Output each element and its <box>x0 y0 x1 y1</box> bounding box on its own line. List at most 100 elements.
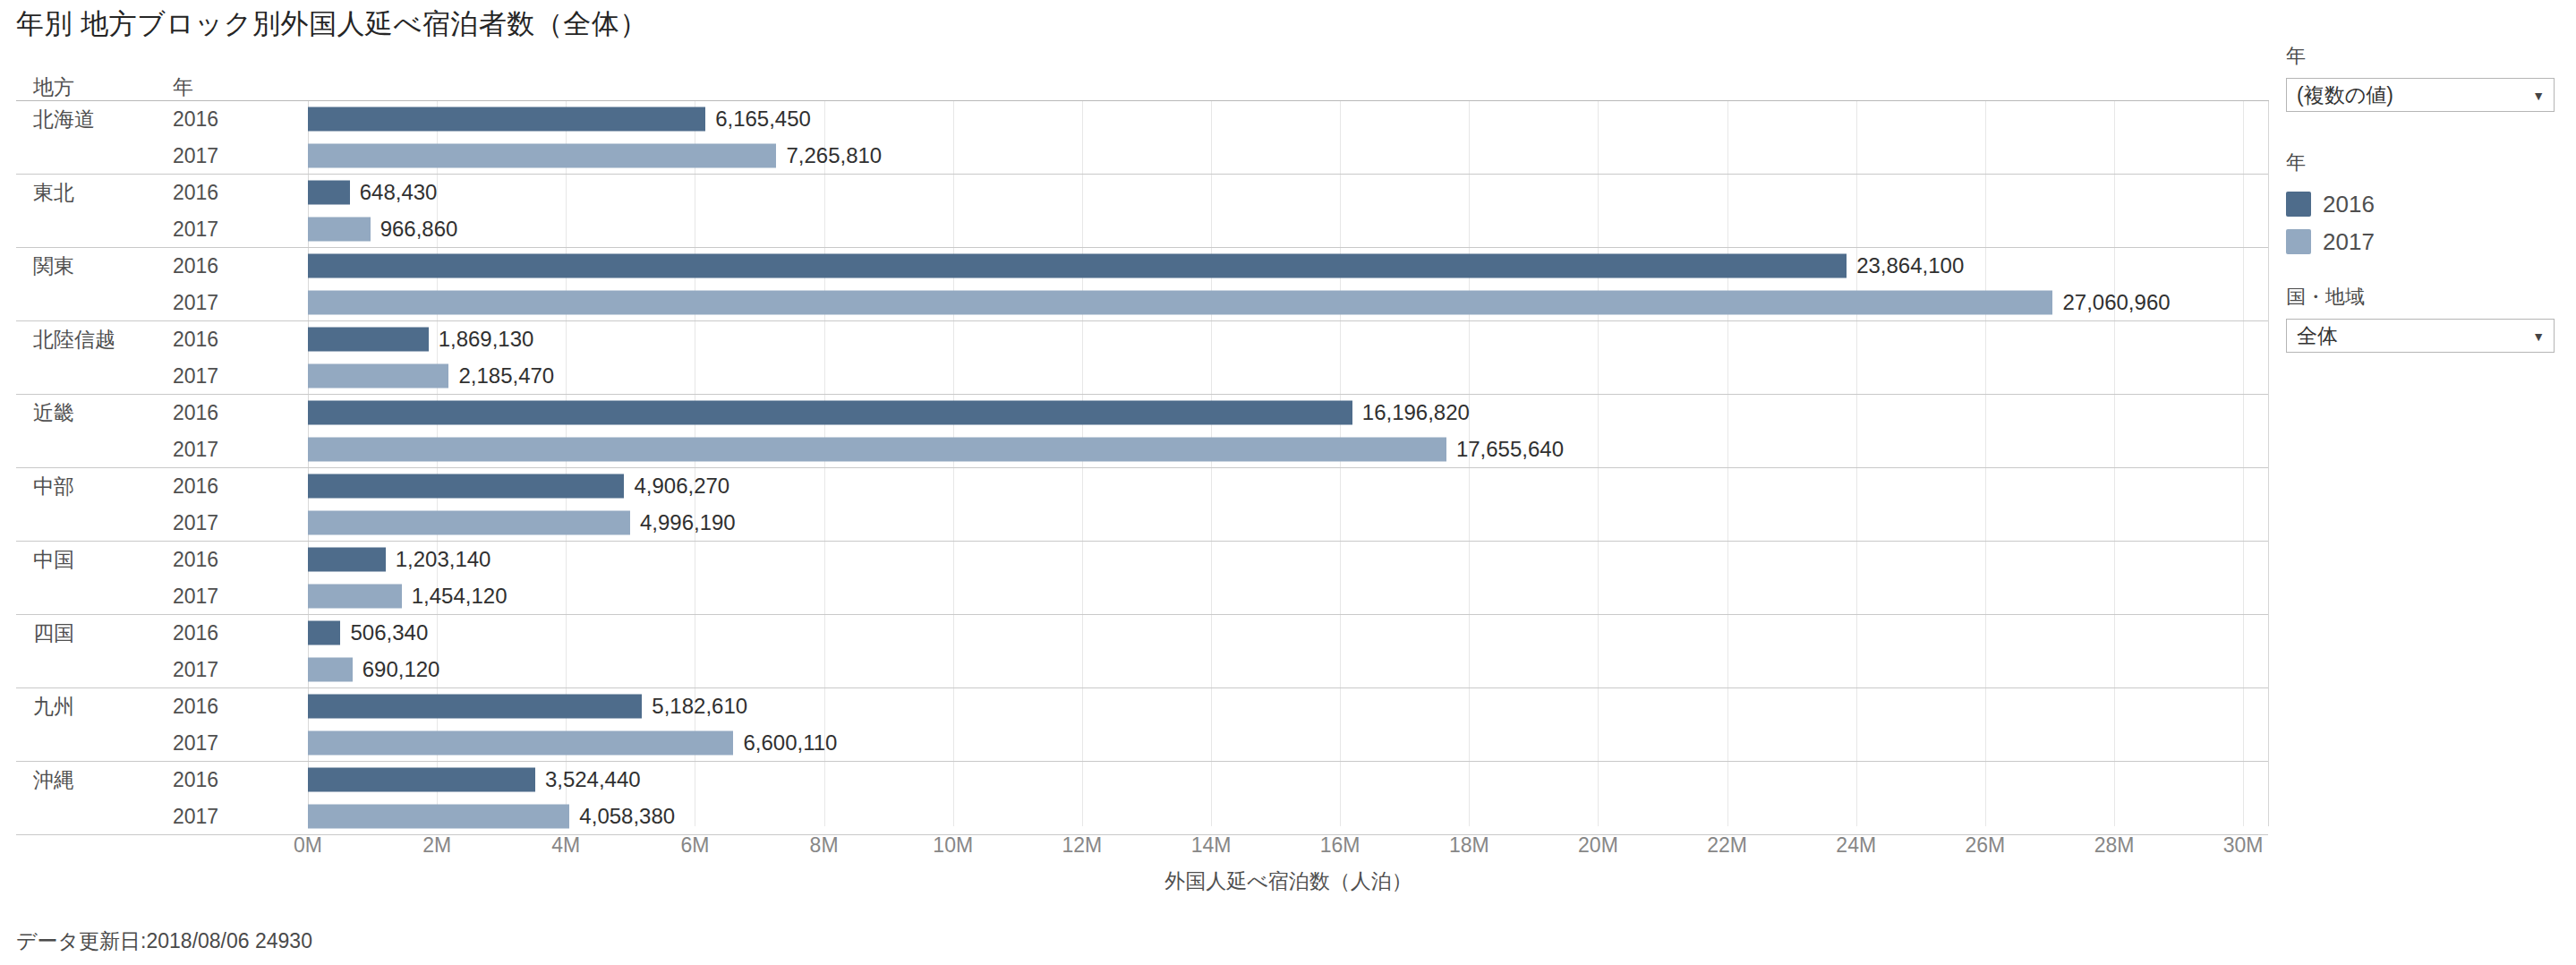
table-row: 20174,996,190 <box>16 505 2268 542</box>
year-label: 2016 <box>173 621 218 645</box>
plot-area: 966,860 <box>308 211 2268 248</box>
legend-swatch-2016 <box>2286 192 2311 217</box>
year-label: 2017 <box>173 290 218 314</box>
column-header-year: 年 <box>173 73 193 101</box>
year-label: 2017 <box>173 510 218 534</box>
year-filter-value: (複数の値) <box>2297 83 2393 107</box>
year-filter-dropdown[interactable]: (複数の値) ▼ <box>2286 78 2555 112</box>
bar-value-label: 1,203,140 <box>396 547 491 572</box>
region-group: 近畿201616,196,820201717,655,640 <box>16 395 2268 468</box>
bar-value-label: 17,655,640 <box>1456 437 1564 462</box>
country-filter-dropdown[interactable]: 全体 ▼ <box>2286 319 2555 353</box>
x-axis-tick-label: 12M <box>1062 833 1102 858</box>
bar-value-label: 2,185,470 <box>458 363 554 389</box>
region-group: 東北2016648,4302017966,860 <box>16 175 2268 248</box>
table-row: 2016 6,165,450 <box>16 101 2268 138</box>
x-axis-tick-label: 10M <box>933 833 973 858</box>
x-axis-tick-label: 8M <box>810 833 839 858</box>
plot-area: 1,203,140 <box>308 542 2268 578</box>
plot-area: 6,600,110 <box>308 725 2268 762</box>
bar[interactable] <box>308 584 402 608</box>
region-group: 四国2016506,3402017690,120 <box>16 615 2268 688</box>
bar[interactable] <box>308 548 386 572</box>
chevron-down-icon: ▼ <box>2532 79 2545 112</box>
bar[interactable] <box>308 328 429 352</box>
legend-item-2017[interactable]: 2017 <box>2286 223 2556 260</box>
year-label: 2016 <box>173 181 218 205</box>
plot-area: 4,906,270 <box>308 468 2268 505</box>
legend-label: 2016 <box>2323 191 2375 218</box>
bar[interactable] <box>308 695 642 719</box>
x-axis-tick-label: 16M <box>1320 833 1361 858</box>
bar-value-label: 506,340 <box>350 620 428 645</box>
x-axis-tick-label: 26M <box>1966 833 2006 858</box>
country-filter-value: 全体 <box>2297 324 2338 347</box>
year-label: 2017 <box>173 730 218 755</box>
plot-area: 1,454,120 <box>308 578 2268 615</box>
bar[interactable] <box>308 363 448 388</box>
x-axis-tick-label: 18M <box>1449 833 1489 858</box>
plot-area: 1,869,130 <box>308 321 2268 358</box>
year-label: 2016 <box>173 254 218 278</box>
table-row: 2016 16,196,820 <box>16 395 2268 431</box>
legend-item-2016[interactable]: 2016 <box>2286 185 2556 223</box>
bar[interactable] <box>308 181 350 205</box>
bar-value-label: 23,864,100 <box>1856 253 1964 278</box>
year-label: 2016 <box>173 401 218 425</box>
x-axis-tick-label: 2M <box>422 833 451 858</box>
table-row: 2016 4,906,270 <box>16 468 2268 505</box>
table-row: 20161,203,140 <box>16 542 2268 578</box>
bar-value-label: 6,165,450 <box>715 107 811 132</box>
year-label: 2016 <box>173 107 218 132</box>
plot-area: 6,165,450 <box>308 101 2268 138</box>
bar-value-label: 6,600,110 <box>743 730 837 756</box>
bar-value-label: 16,196,820 <box>1362 400 1470 425</box>
x-axis-tick-label: 14M <box>1191 833 1232 858</box>
country-filter: 国・地域 全体 ▼ <box>2286 284 2556 353</box>
bar[interactable] <box>308 510 630 534</box>
bar[interactable] <box>308 107 705 132</box>
table-row: 2016 23,864,100 <box>16 248 2268 285</box>
bar[interactable] <box>308 437 1446 461</box>
bar[interactable] <box>308 217 371 241</box>
bar[interactable] <box>308 804 569 828</box>
plot-area: 16,196,820 <box>308 395 2268 431</box>
bar-value-label: 690,120 <box>363 657 440 682</box>
bar[interactable] <box>308 730 733 755</box>
legend-swatch-2017 <box>2286 229 2311 254</box>
year-label: 2016 <box>173 328 218 352</box>
page-title: 年別 地方ブロック別外国人延べ宿泊者数（全体） <box>16 5 648 43</box>
region-group: 関東201623,864,100201727,060,960 <box>16 248 2268 321</box>
bar[interactable] <box>308 657 353 681</box>
year-label: 2016 <box>173 768 218 792</box>
x-axis-title: 外国人延べ宿泊数（人泊） <box>308 867 2269 895</box>
year-label: 2016 <box>173 474 218 499</box>
x-axis-tick-label: 22M <box>1707 833 1747 858</box>
table-row: 20172,185,470 <box>16 358 2268 395</box>
bar[interactable] <box>308 143 776 167</box>
region-group: 北海道20166,165,45020177,265,810 <box>16 101 2268 175</box>
legend-label: 2017 <box>2323 228 2375 256</box>
table-row: 2017 6,600,110 <box>16 725 2268 762</box>
x-axis: 0M2M4M6M8M10M12M14M16M18M20M22M24M26M28M… <box>16 826 2269 858</box>
bar-value-label: 5,182,610 <box>652 694 747 719</box>
country-filter-label: 国・地域 <box>2286 284 2556 311</box>
year-label: 2017 <box>173 584 218 608</box>
column-header-region: 地方 <box>33 73 74 101</box>
bar[interactable] <box>308 401 1352 425</box>
year-label: 2017 <box>173 657 218 681</box>
plot-area: 7,265,810 <box>308 138 2268 175</box>
bar[interactable] <box>308 768 535 792</box>
plot-area: 27,060,960 <box>308 285 2268 321</box>
bar[interactable] <box>308 254 1847 278</box>
plot-area: 17,655,640 <box>308 431 2268 468</box>
plot-area: 5,182,610 <box>308 688 2268 725</box>
dashboard: 年別 地方ブロック別外国人延べ宿泊者数（全体） 地方 年 北海道20166,16… <box>0 0 2576 965</box>
table-row: 2017 1,454,120 <box>16 578 2268 615</box>
chart-column-headers: 地方 年 <box>16 72 2269 101</box>
bar[interactable] <box>308 474 624 499</box>
bar[interactable] <box>308 621 340 645</box>
plot-area: 23,864,100 <box>308 248 2268 285</box>
bar[interactable] <box>308 290 2052 314</box>
filter-panel: 年 (複数の値) ▼ 年 2016 2017 国・地域 全体 ▼ <box>2286 43 2556 353</box>
